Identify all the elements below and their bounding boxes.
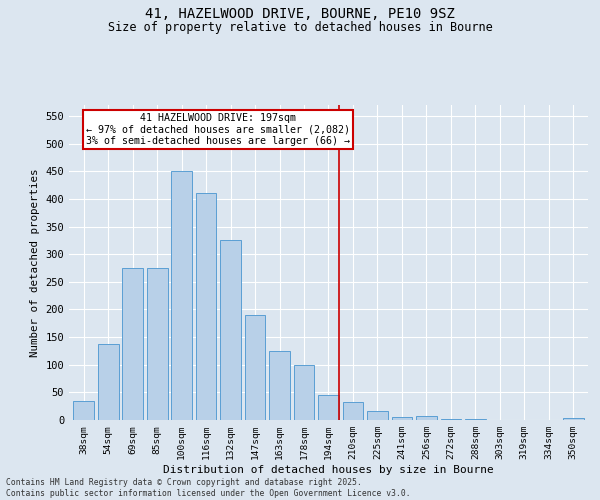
Bar (440, 419, 461, 420)
Text: 41, HAZELWOOD DRIVE, BOURNE, PE10 9SZ: 41, HAZELWOOD DRIVE, BOURNE, PE10 9SZ (145, 8, 455, 22)
Bar (98, 344, 119, 420)
Bar (269, 351, 290, 420)
Bar (465, 419, 486, 420)
Bar (196, 194, 217, 420)
Bar (343, 402, 364, 420)
Bar (392, 417, 412, 420)
Bar (73, 400, 94, 420)
Text: Contains HM Land Registry data © Crown copyright and database right 2025.
Contai: Contains HM Land Registry data © Crown c… (6, 478, 410, 498)
Bar (318, 394, 339, 420)
Y-axis label: Number of detached properties: Number of detached properties (30, 168, 40, 357)
Bar (416, 416, 437, 420)
Text: Size of property relative to detached houses in Bourne: Size of property relative to detached ho… (107, 21, 493, 34)
Bar (367, 410, 388, 420)
Bar (293, 364, 314, 420)
Text: 41 HAZELWOOD DRIVE: 197sqm
← 97% of detached houses are smaller (2,082)
3% of se: 41 HAZELWOOD DRIVE: 197sqm ← 97% of deta… (86, 114, 350, 146)
Bar (563, 418, 584, 420)
Bar (171, 172, 192, 420)
Bar (147, 268, 167, 420)
Bar (122, 268, 143, 420)
Bar (220, 240, 241, 420)
X-axis label: Distribution of detached houses by size in Bourne: Distribution of detached houses by size … (163, 465, 494, 475)
Bar (245, 315, 265, 420)
